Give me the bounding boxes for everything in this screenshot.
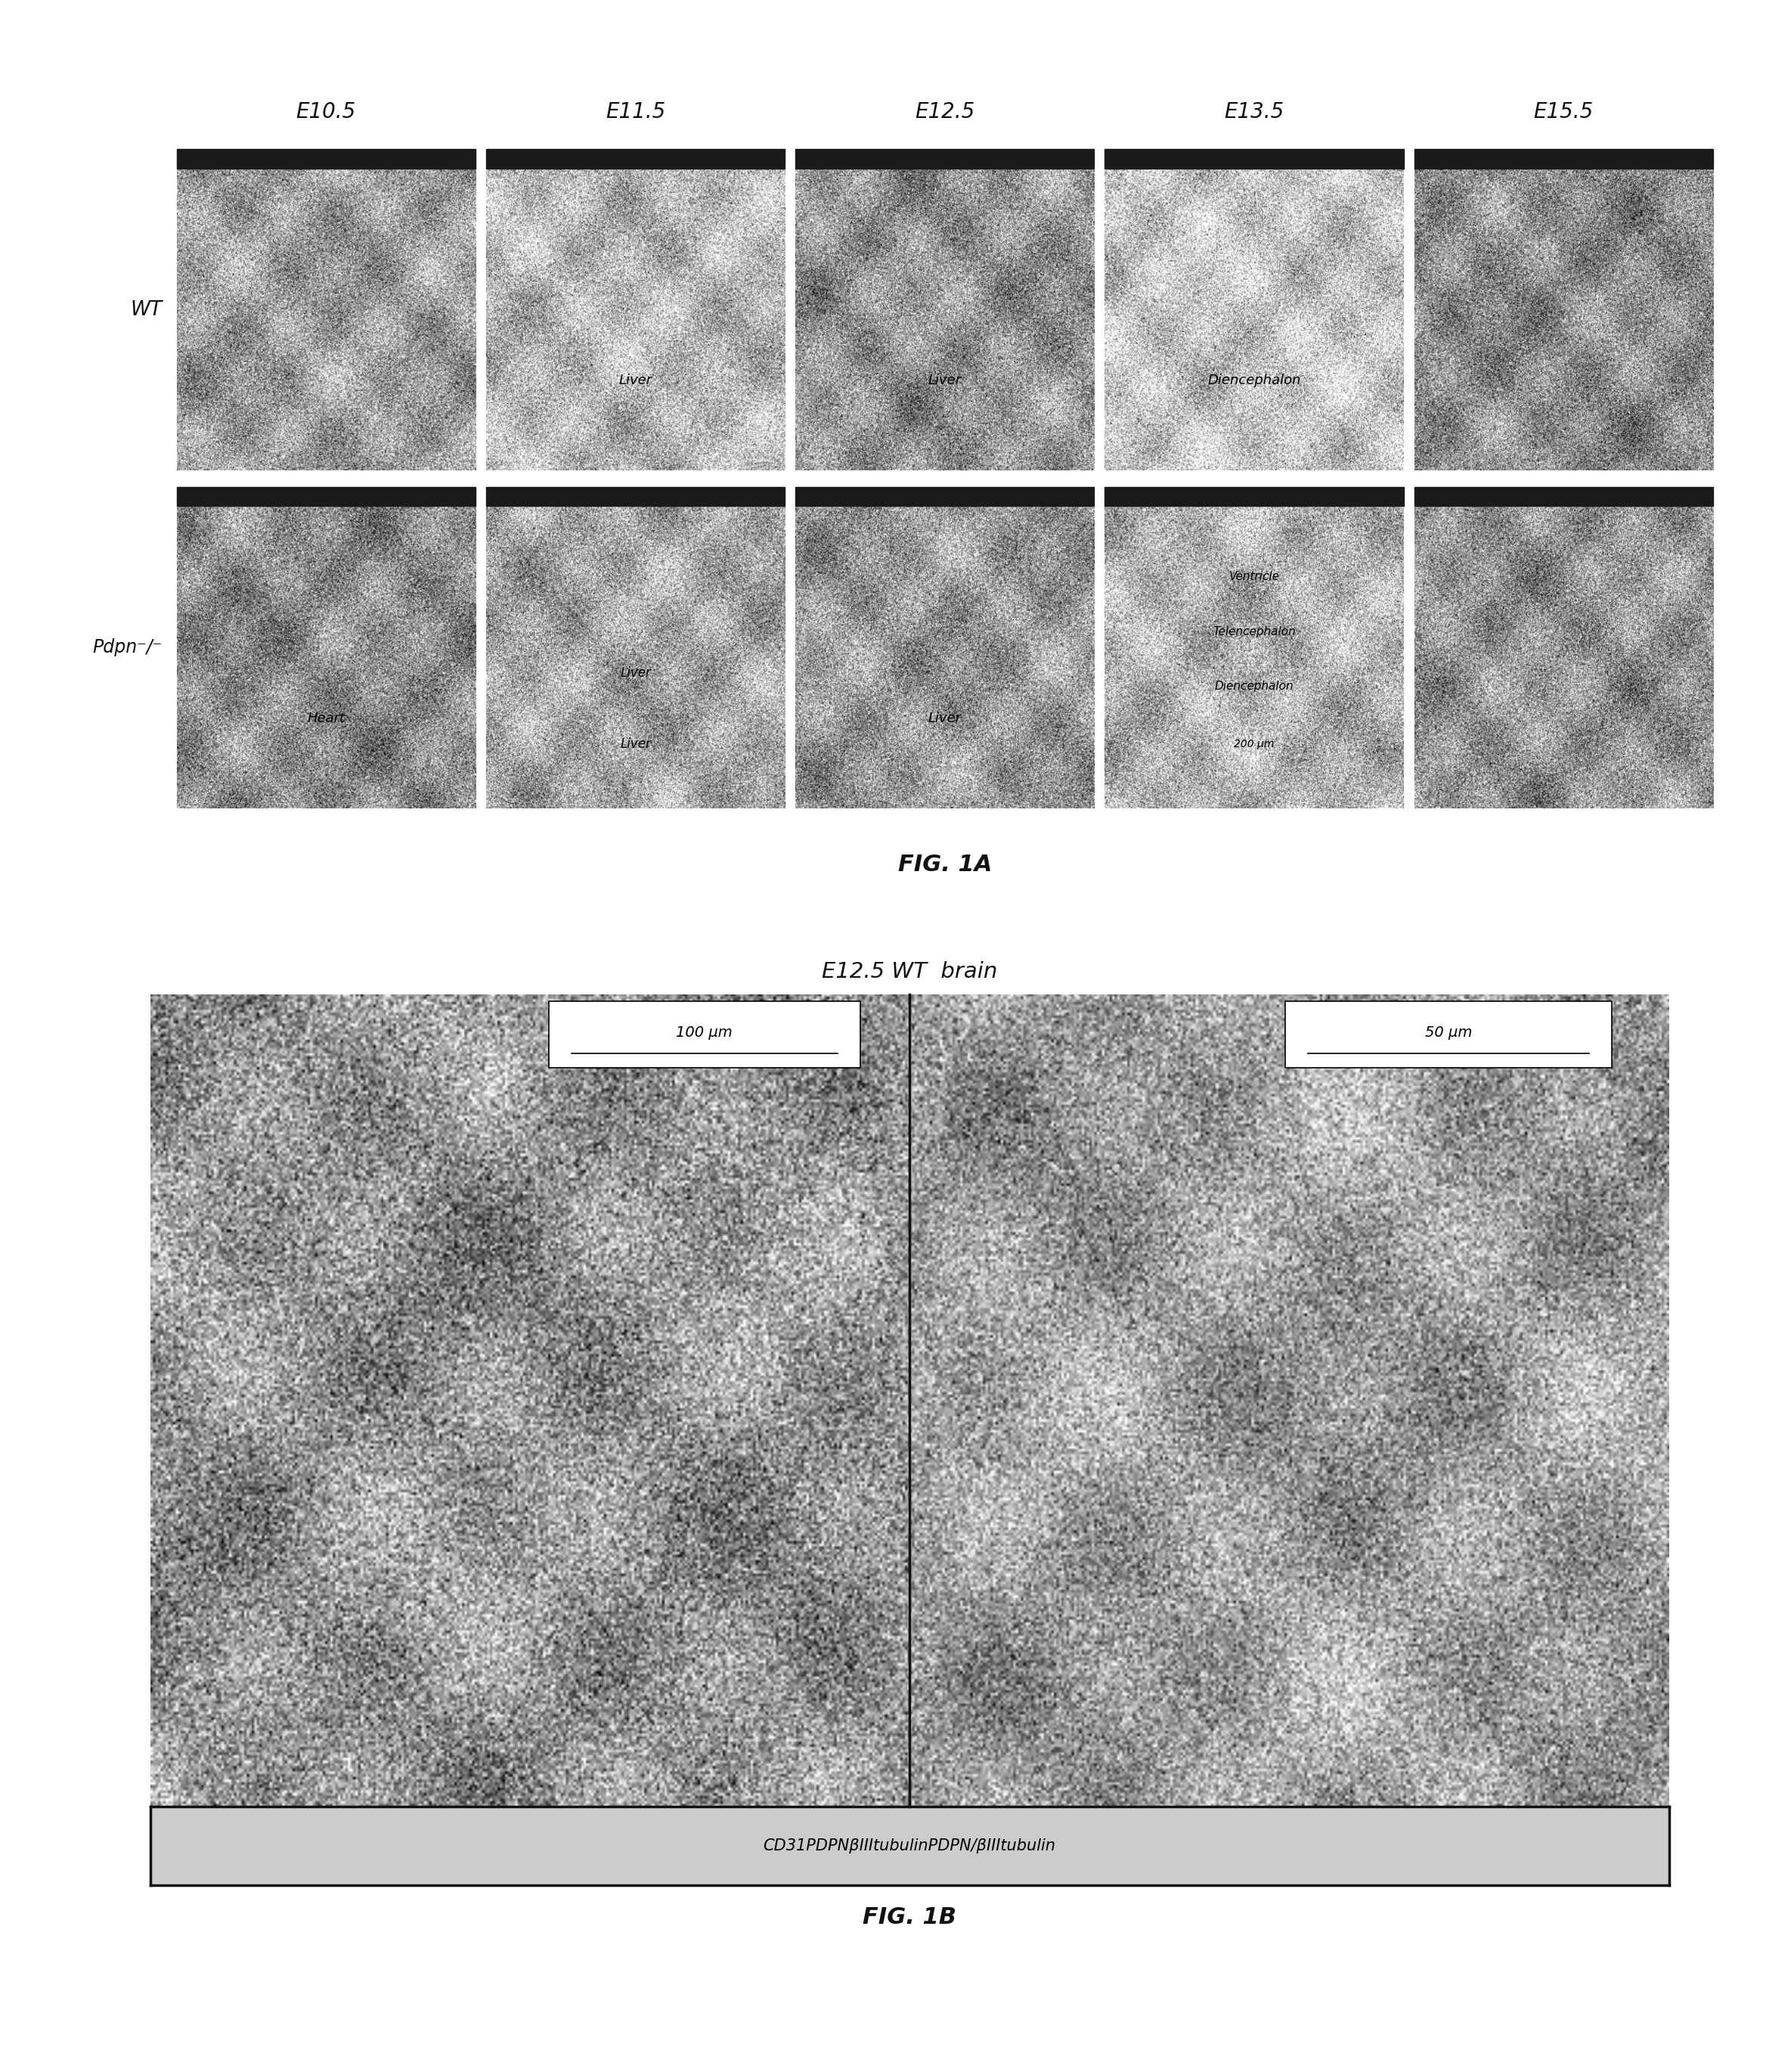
Text: FIG. 1B: FIG. 1B [862, 1906, 957, 1929]
Text: Telencephalon: Telencephalon [1213, 626, 1296, 636]
Text: Ventricle: Ventricle [1229, 572, 1280, 582]
Bar [1415, 149, 1713, 168]
Text: Diencephalon: Diencephalon [1215, 680, 1294, 692]
Text: WT: WT [131, 300, 162, 319]
Bar [486, 149, 784, 168]
Text: Liver: Liver [929, 711, 961, 725]
Text: 200 μm: 200 μm [1234, 738, 1275, 750]
Text: E13.5: E13.5 [1224, 102, 1284, 122]
Bar [795, 149, 1095, 168]
Text: Liver: Liver [618, 373, 652, 387]
Bar [486, 487, 784, 506]
Text: Liver: Liver [620, 667, 652, 680]
Text: 50 μm: 50 μm [1425, 1026, 1473, 1040]
Text: E15.5: E15.5 [1533, 102, 1593, 122]
Bar [177, 487, 475, 506]
Bar [177, 149, 475, 168]
Text: FIG. 1A: FIG. 1A [897, 854, 992, 876]
Text: E12.5 WT  brain: E12.5 WT brain [821, 961, 998, 982]
Text: 100 μm: 100 μm [676, 1026, 733, 1040]
Bar [1106, 149, 1404, 168]
Text: E10.5: E10.5 [297, 102, 357, 122]
Text: E12.5: E12.5 [915, 102, 975, 122]
Bar [795, 487, 1095, 506]
Text: E11.5: E11.5 [606, 102, 666, 122]
Text: Liver: Liver [620, 738, 652, 750]
FancyBboxPatch shape [549, 1001, 860, 1067]
Text: Heart: Heart [307, 711, 344, 725]
Text: Liver: Liver [929, 373, 961, 387]
Bar [1106, 487, 1404, 506]
Bar [1415, 487, 1713, 506]
Text: CD31PDPNβIIItubulinPDPN/βIIItubulin: CD31PDPNβIIItubulinPDPN/βIIItubulin [763, 1838, 1056, 1854]
FancyBboxPatch shape [1286, 1001, 1612, 1067]
Text: Pdpn⁻/⁻: Pdpn⁻/⁻ [94, 638, 162, 657]
Text: Diencephalon: Diencephalon [1208, 373, 1302, 387]
